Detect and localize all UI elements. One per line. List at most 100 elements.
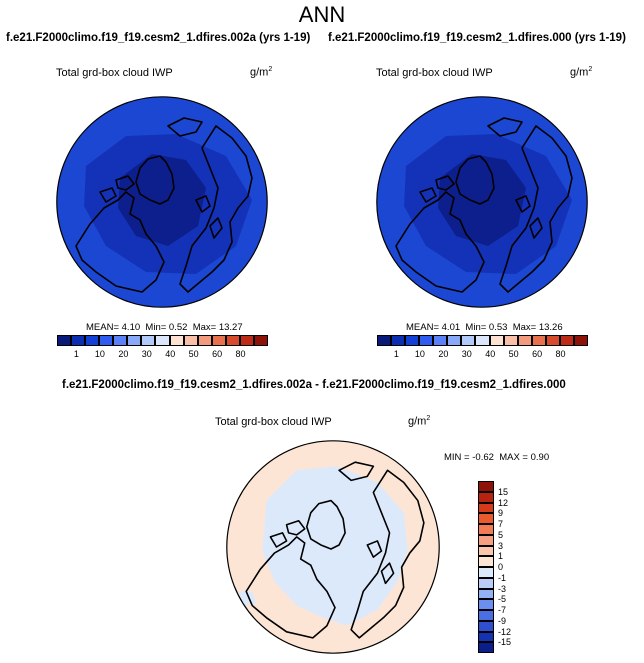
colorbar-tick-label: 10 bbox=[94, 349, 105, 359]
arctic-archipelago-coast bbox=[115, 175, 135, 191]
canada-coast bbox=[75, 191, 165, 293]
colorbar-tick-label: 5 bbox=[498, 529, 504, 540]
colorbar-swatch bbox=[475, 335, 490, 346]
colorbar-tick-label: 30 bbox=[141, 349, 152, 359]
colorbar-swatch bbox=[71, 335, 86, 346]
colorbar-tick-label: -1 bbox=[498, 572, 507, 583]
colorbar-swatch bbox=[478, 481, 494, 492]
colorbar-tick-label: 9 bbox=[498, 508, 504, 519]
colorbar-swatch bbox=[253, 335, 268, 346]
colorbar-swatch bbox=[99, 335, 114, 346]
colorbar-tick-label: 1 bbox=[498, 551, 504, 562]
colorbar-swatch bbox=[113, 335, 128, 346]
field-core-region bbox=[438, 154, 526, 246]
panel-1-variable-label: Total grd-box cloud IWP bbox=[56, 67, 173, 79]
colorbar-swatch bbox=[405, 335, 420, 346]
panel-2-stats: MEAN= 4.01 Min= 0.53 Max= 13.26 bbox=[406, 322, 563, 333]
svalbard-coast bbox=[515, 195, 531, 213]
colorbar-swatch bbox=[489, 335, 504, 346]
colorbar-swatch bbox=[461, 335, 476, 346]
colorbar-swatch bbox=[183, 335, 198, 346]
colorbar-swatch bbox=[57, 335, 72, 346]
colorbar-tick-label: 0 bbox=[498, 562, 504, 572]
eurasia-coast bbox=[350, 469, 425, 639]
colorbar-swatch bbox=[239, 335, 254, 346]
difference-variable-label: Total grd-box cloud IWP bbox=[215, 416, 332, 428]
colorbar-swatch bbox=[478, 631, 494, 643]
panel-1-case-title: f.e21.F2000climo.f19_f19.cesm2_1.dfires.… bbox=[6, 32, 311, 44]
map-boundary bbox=[376, 96, 588, 308]
greenland-coast bbox=[135, 155, 175, 205]
svalbard-coast bbox=[195, 195, 211, 213]
colorbar-tick-label: 40 bbox=[165, 349, 176, 359]
difference-units: g/m2 bbox=[408, 415, 431, 428]
novaya-zemlya-coast bbox=[209, 217, 223, 239]
colorbar-swatch bbox=[211, 335, 226, 346]
colorbar-tick-label: 60 bbox=[532, 349, 543, 359]
map-boundary bbox=[56, 96, 268, 308]
colorbar-tick-label: 60 bbox=[212, 349, 223, 359]
colorbar-tick-label: 20 bbox=[438, 349, 449, 359]
colorbar-swatch bbox=[503, 335, 518, 346]
greenland-coast bbox=[305, 499, 346, 550]
alaska-coast bbox=[487, 117, 523, 137]
colorbar-swatch bbox=[478, 610, 494, 621]
diff-negative-patch bbox=[238, 591, 257, 606]
alaska-coast bbox=[167, 117, 203, 137]
colorbar-tick-label: -7 bbox=[498, 605, 507, 615]
colorbar-swatch bbox=[225, 335, 240, 346]
baffin-coast bbox=[99, 187, 117, 203]
canada-coast bbox=[245, 536, 336, 639]
colorbar-tick-label: 7 bbox=[498, 519, 504, 529]
colorbar-tick-label: 50 bbox=[188, 349, 199, 359]
colorbar-swatch bbox=[478, 567, 494, 578]
colorbar-swatch bbox=[478, 642, 494, 653]
colorbar-tick-label: -15 bbox=[498, 637, 512, 648]
difference-case-title: f.e21.F2000climo.f19_f19.cesm2_1.dfires.… bbox=[62, 379, 566, 391]
eurasia-coast bbox=[499, 125, 573, 293]
colorbar-swatch bbox=[419, 335, 434, 346]
colorbar-tick-label: -5 bbox=[498, 594, 507, 605]
colorbar-swatch bbox=[391, 335, 406, 346]
baffin-coast bbox=[269, 532, 288, 548]
map-boundary bbox=[226, 440, 440, 654]
alaska-coast bbox=[338, 461, 375, 482]
colorbar-swatch bbox=[478, 588, 494, 600]
baffin-coast bbox=[419, 187, 437, 203]
main-title: ANN bbox=[298, 2, 346, 27]
arctic-archipelago-coast bbox=[435, 175, 455, 191]
colorbar-swatch bbox=[169, 335, 184, 346]
colorbar-tick-label: 12 bbox=[498, 497, 509, 508]
colorbar-tick-label: 1 bbox=[73, 349, 79, 359]
colorbar-tick-label: 15 bbox=[498, 486, 509, 497]
novaya-zemlya-coast bbox=[529, 217, 543, 239]
colorbar-tick-label: -12 bbox=[498, 626, 512, 637]
colorbar-swatch bbox=[478, 577, 494, 589]
colorbar-swatch bbox=[478, 556, 494, 567]
colorbar-swatch bbox=[531, 335, 546, 346]
diff-negative-region bbox=[262, 466, 408, 626]
panel-1-polar-map bbox=[56, 96, 268, 308]
colorbar-tick-label: 40 bbox=[485, 349, 496, 359]
panel-2-polar-map bbox=[376, 96, 588, 308]
colorbar-tick-label: -9 bbox=[498, 615, 507, 626]
colorbar-swatch bbox=[155, 335, 170, 346]
colorbar-swatch bbox=[478, 599, 494, 610]
panel-1-stats: MEAN= 4.10 Min= 0.52 Max= 13.27 bbox=[86, 322, 243, 333]
difference-polar-map bbox=[226, 440, 440, 654]
greenland-coast bbox=[455, 155, 495, 205]
panel-2-units: g/m2 bbox=[570, 66, 593, 79]
panel-2-variable-label: Total grd-box cloud IWP bbox=[376, 67, 493, 79]
colorbar-swatch bbox=[127, 335, 142, 346]
colorbar-swatch bbox=[141, 335, 156, 346]
colorbar-swatch bbox=[478, 534, 494, 546]
panel-1-units: g/m2 bbox=[250, 66, 273, 79]
colorbar-tick-label: 1 bbox=[393, 349, 399, 359]
colorbar-swatch bbox=[545, 335, 560, 346]
colorbar-swatch bbox=[573, 335, 588, 346]
colorbar-swatch bbox=[478, 491, 494, 503]
colorbar-swatch bbox=[433, 335, 448, 346]
difference-stats: MIN = -0.62 MAX = 0.90 bbox=[444, 452, 550, 463]
colorbar-swatch bbox=[478, 502, 494, 514]
canada-coast bbox=[395, 191, 485, 293]
